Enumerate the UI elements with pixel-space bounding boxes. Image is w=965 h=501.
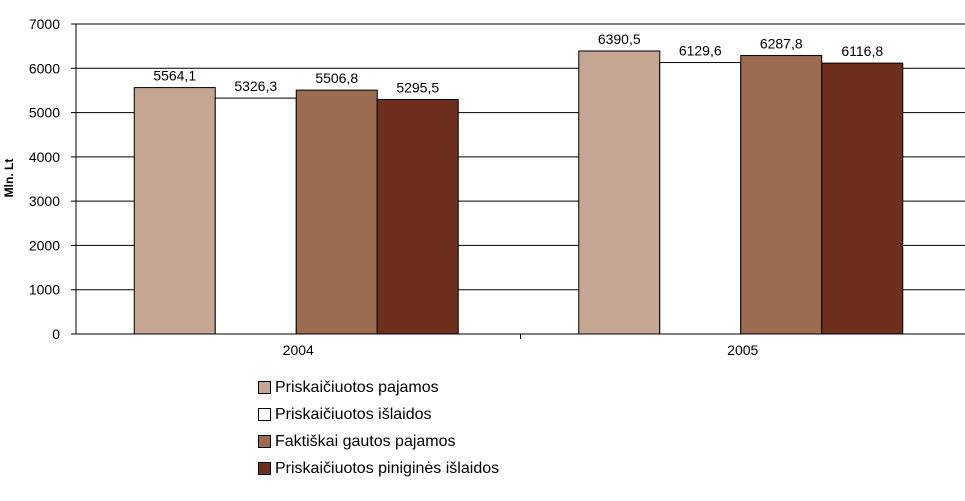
bar xyxy=(295,89,378,335)
y-tick-label: 5000 xyxy=(29,105,60,121)
data-label: 6116,8 xyxy=(841,43,883,59)
legend-item-0: Priskaičiuotos pajamos xyxy=(258,374,499,401)
y-tick-label: 6000 xyxy=(29,60,60,76)
y-tick-label: 0 xyxy=(52,326,60,342)
bars xyxy=(133,50,904,335)
bar xyxy=(133,87,216,335)
legend-swatch-0 xyxy=(258,381,271,394)
data-label: 5295,5 xyxy=(396,79,439,95)
data-label: 6129,6 xyxy=(679,43,722,59)
data-label: 6390,5 xyxy=(598,31,641,47)
data-label: 5564,1 xyxy=(153,68,196,84)
bar xyxy=(821,62,904,335)
data-labels: 5564,1 5326,3 5506,8 5295,5 6390,5 6129,6 6287… xyxy=(153,31,883,95)
legend-swatch-3 xyxy=(258,462,271,475)
y-tick-label: 3000 xyxy=(29,193,60,209)
bar xyxy=(659,62,742,335)
legend-item-1: Priskaičiuotos išlaidos xyxy=(258,401,499,428)
x-tick-label: 2005 xyxy=(727,342,758,358)
bar xyxy=(214,97,297,335)
legend-swatch-1 xyxy=(258,408,271,421)
legend-swatch-2 xyxy=(258,435,271,448)
axes: 0 1000 2000 3000 4000 5000 6000 7000 2004 2005 xyxy=(29,16,965,358)
bar xyxy=(578,50,661,335)
x-tick-label: 2004 xyxy=(283,342,314,358)
data-label: 5506,8 xyxy=(315,70,358,86)
legend-label-1: Priskaičiuotos išlaidos xyxy=(275,405,432,423)
legend: Priskaičiuotos pajamos Priskaičiuotos iš… xyxy=(258,374,499,482)
bar xyxy=(376,98,459,335)
y-axis-label: Mln. Lt xyxy=(2,159,16,198)
bar xyxy=(740,55,823,335)
legend-item-2: Faktiškai gautos pajamos xyxy=(258,428,499,455)
legend-label-0: Priskaičiuotos pajamos xyxy=(275,378,439,396)
legend-item-3: Priskaičiuotos piniginės išlaidos xyxy=(258,455,499,482)
data-label: 6287,8 xyxy=(760,36,803,52)
legend-label-2: Faktiškai gautos pajamos xyxy=(275,432,456,450)
y-tick-label: 7000 xyxy=(29,16,60,32)
bar-chart: 5564,1 5326,3 5506,8 5295,5 6390,5 6129,6 6287… xyxy=(2,16,965,358)
y-tick-label: 2000 xyxy=(29,237,60,253)
data-label: 5326,3 xyxy=(234,78,277,94)
y-tick-label: 4000 xyxy=(29,149,60,165)
legend-label-3: Priskaičiuotos piniginės išlaidos xyxy=(275,459,500,477)
y-tick-label: 1000 xyxy=(29,282,60,298)
